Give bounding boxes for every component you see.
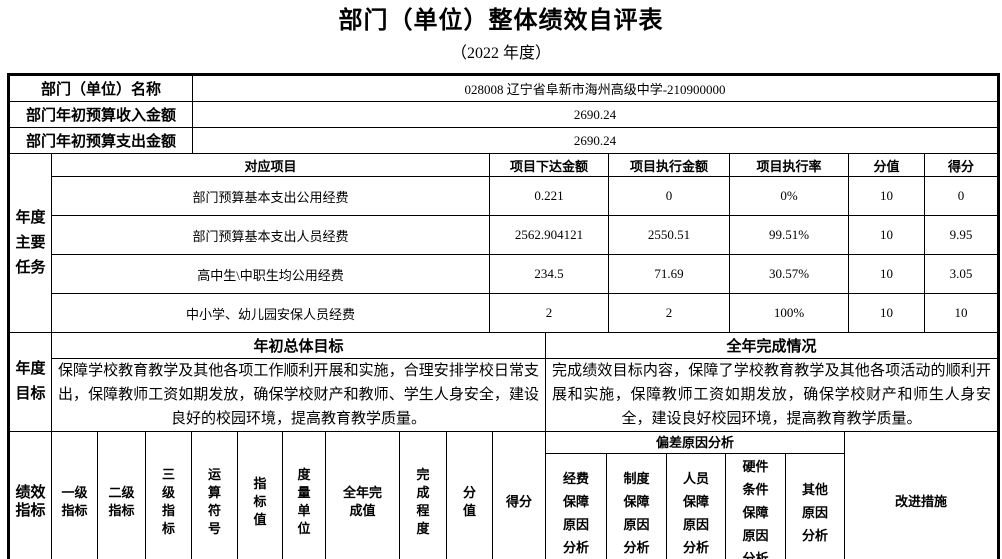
task-project: 高中生\中职生均公用经费 [51, 254, 490, 294]
assessment-table: 部门（单位）名称 028008 辽宁省阜新市海州高级中学-210900000 部… [7, 73, 1000, 559]
dept-name-label: 部门（单位）名称 [9, 75, 193, 102]
table-row: 部门年初预算收入金额 2690.24 [9, 101, 998, 128]
indicators-section: 绩效 指标 一级 指标 二级 指标 三 级 指 标 运 算 符 号 指 标 值 … [9, 432, 998, 559]
task-executed-amount: 0 [608, 176, 730, 216]
deviation-col-other: 其他 原因 分析 [784, 453, 846, 559]
tasks-header-score-value: 分值 [848, 154, 925, 177]
tasks-header-score: 得分 [924, 154, 998, 177]
goals-header-row: 年度 目标 年初总体目标 全年完成情况 [9, 333, 998, 432]
indicator-col-completion-degree: 完 成 程 度 [399, 432, 447, 559]
goals-body-row: 保障学校教育教学及其他各项工作顺利开展和实施，合理安排学校日常支出，保障教师工资… [10, 358, 998, 432]
deviation-col-funding: 经费 保障 原因 分析 [545, 453, 607, 559]
indicator-col-target-value: 指 标 值 [237, 432, 283, 559]
table-row: 中小学、幼儿园安保人员经费 2 2 100% 10 10 [10, 293, 998, 333]
table-row: 部门预算基本支出人员经费 2562.904121 2550.51 99.51% … [10, 215, 998, 255]
table-row: 高中生\中职生均公用经费 234.5 71.69 30.57% 10 3.05 [10, 254, 998, 294]
tasks-header-row: 年度 主要 任务 对应项目 项目下达金额 项目执行金额 项目执行率 分值 得分 [9, 154, 998, 333]
info-section: 部门（单位）名称 028008 辽宁省阜新市海州高级中学-210900000 部… [9, 75, 998, 154]
indicator-col-score: 得分 [492, 432, 546, 559]
task-score-value: 10 [848, 215, 925, 255]
indicator-col-level3: 三 级 指 标 [145, 432, 192, 559]
indicator-col-level1: 一级 指标 [51, 432, 98, 559]
improvement-measures-header: 改进措施 [844, 432, 998, 559]
tasks-section: 年度 主要 任务 对应项目 项目下达金额 项目执行金额 项目执行率 分值 得分 … [9, 154, 998, 333]
goals-initial-header: 年初总体目标 [51, 333, 546, 359]
task-issued-amount: 0.221 [489, 176, 609, 216]
indicators-sub-row: 经费 保障 原因 分析 制度 保障 原因 分析 人员 保障 原因 分析 硬件 条… [10, 453, 998, 559]
table-row: 部门预算基本支出公用经费 0.221 0 0% 10 0 [10, 176, 998, 216]
task-execution-rate: 99.51% [729, 215, 849, 255]
task-executed-amount: 2550.51 [608, 215, 730, 255]
task-score-value: 10 [848, 176, 925, 216]
budget-income-label: 部门年初预算收入金额 [9, 101, 193, 128]
task-score: 3.05 [924, 254, 998, 294]
task-score: 0 [924, 176, 998, 216]
task-score: 9.95 [924, 215, 998, 255]
table-row: 部门（单位）名称 028008 辽宁省阜新市海州高级中学-210900000 [9, 75, 998, 102]
task-issued-amount: 2562.904121 [489, 215, 609, 255]
goals-completion-text: 完成绩效目标内容，保障了学校教育教学及其他各项活动的顺利开展和实施，保障教师工资… [545, 358, 998, 432]
deviation-col-hardware: 硬件 条件 保障 原因 分析 [725, 453, 786, 559]
task-issued-amount: 234.5 [489, 254, 609, 294]
task-score-value: 10 [848, 293, 925, 333]
tasks-header-project: 对应项目 [51, 154, 490, 177]
task-score: 10 [924, 293, 998, 333]
goals-initial-text: 保障学校教育教学及其他各项工作顺利开展和实施，合理安排学校日常支出，保障教师工资… [51, 358, 546, 432]
indicator-col-operator: 运 算 符 号 [191, 432, 238, 559]
task-project: 中小学、幼儿园安保人员经费 [51, 293, 490, 333]
task-executed-amount: 71.69 [608, 254, 730, 294]
task-executed-amount: 2 [608, 293, 730, 333]
goals-stub: 年度 目标 [9, 333, 52, 432]
indicators-top-row: 绩效 指标 一级 指标 二级 指标 三 级 指 标 运 算 符 号 指 标 值 … [9, 432, 998, 559]
deviation-col-system: 制度 保障 原因 分析 [606, 453, 667, 559]
indicators-stub: 绩效 指标 [9, 432, 52, 559]
deviation-col-personnel: 人员 保障 原因 分析 [666, 453, 726, 559]
task-execution-rate: 30.57% [729, 254, 849, 294]
task-issued-amount: 2 [489, 293, 609, 333]
task-project: 部门预算基本支出人员经费 [51, 215, 490, 255]
page-subtitle: （2022 年度） [450, 45, 551, 62]
title-block: 部门（单位）整体绩效自评表 （2022 年度） [0, 0, 1002, 63]
indicator-col-annual-completion: 全年完 成值 [325, 432, 400, 559]
task-score-value: 10 [848, 254, 925, 294]
tasks-header-issued-amount: 项目下达金额 [489, 154, 609, 177]
goals-section: 年度 目标 年初总体目标 全年完成情况 保障学校教育教学及其他各项工作顺利开展和… [9, 333, 998, 432]
deviation-analysis-header: 偏差原因分析 [544, 432, 846, 454]
tasks-header-execution-rate: 项目执行率 [729, 154, 849, 177]
task-project: 部门预算基本支出公用经费 [51, 176, 490, 216]
budget-expense-label: 部门年初预算支出金额 [9, 127, 193, 154]
goals-completion-header: 全年完成情况 [545, 333, 998, 359]
indicator-col-unit: 度 量 单 位 [282, 432, 326, 559]
task-execution-rate: 0% [729, 176, 849, 216]
indicator-col-level2: 二级 指标 [97, 432, 146, 559]
table-row: 部门年初预算支出金额 2690.24 [9, 127, 998, 154]
page-title: 部门（单位）整体绩效自评表 [338, 8, 664, 34]
task-execution-rate: 100% [729, 293, 849, 333]
budget-expense-value: 2690.24 [192, 127, 998, 154]
tasks-stub: 年度 主要 任务 [9, 154, 52, 333]
tasks-header-executed-amount: 项目执行金额 [608, 154, 730, 177]
indicator-col-score-value: 分 值 [446, 432, 493, 559]
budget-income-value: 2690.24 [192, 101, 998, 128]
dept-name-value: 028008 辽宁省阜新市海州高级中学-210900000 [192, 75, 998, 102]
